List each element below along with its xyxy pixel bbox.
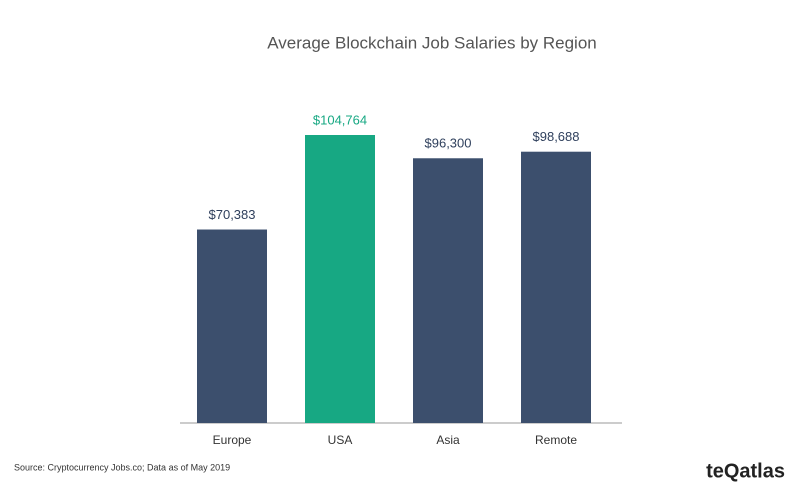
brand-logo: teQatlas: [706, 460, 785, 482]
value-label: $70,383: [209, 207, 256, 222]
bar: [197, 229, 267, 423]
value-label: $96,300: [425, 136, 472, 151]
bar: [521, 151, 591, 424]
value-label: $98,688: [533, 129, 580, 144]
source-note: Source: Cryptocurrency Jobs.co; Data as …: [14, 462, 230, 472]
x-tick-label: Remote: [535, 433, 577, 447]
x-tick-label: Asia: [436, 433, 460, 447]
chart-title: Average Blockchain Job Salaries by Regio…: [267, 33, 597, 52]
x-tick-label: Europe: [213, 433, 252, 447]
x-tick-label: USA: [328, 433, 353, 447]
value-label: $104,764: [313, 112, 367, 127]
bar: [305, 135, 375, 423]
bar: [413, 158, 483, 424]
